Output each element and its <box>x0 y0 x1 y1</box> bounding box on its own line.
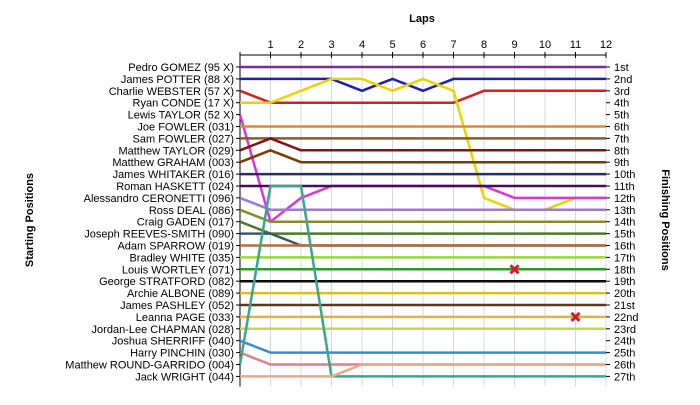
starting-position-label: Louis WORTLEY (071) <box>122 264 234 276</box>
finishing-position-label: 2nd <box>614 74 632 86</box>
starting-position-label: Ryan CONDE (17 X) <box>133 98 234 110</box>
starting-position-label: Matthew GRAHAM (003) <box>112 157 234 169</box>
starting-position-label: Lewis TAYLOR (52 X) <box>128 110 234 122</box>
starting-position-label: Matthew ROUND-GARRIDO (004) <box>65 360 234 372</box>
lap-tick-label: 10 <box>539 39 551 51</box>
lap-tick-label: 7 <box>450 39 456 51</box>
lap-tick-labels: 1 2 3 4 5 6 7 8 9 10 11 12 <box>267 39 612 51</box>
retire-markers <box>509 264 581 322</box>
starting-position-label: Roman HASKETT (024) <box>116 181 234 193</box>
lap-tick-label: 5 <box>389 39 395 51</box>
x-axis-title: Laps <box>409 13 435 25</box>
starting-position-label: Archie ALBONE (089) <box>127 288 234 300</box>
series-lines <box>238 65 606 378</box>
starting-position-label: Joseph REEVES-SMITH (090) <box>84 229 234 241</box>
starting-position-label: Jordan-Lee CHAPMAN (028) <box>92 324 234 336</box>
series-line <box>239 220 606 235</box>
starting-position-label: Bradley WHITE (035) <box>129 252 234 264</box>
starting-position-label: Sam FOWLER (027) <box>133 133 234 145</box>
retired-x-icon <box>509 264 520 275</box>
starting-position-label: James POTTER (88 X) <box>121 74 234 86</box>
starting-position-label: Matthew TAYLOR (029) <box>118 145 234 157</box>
lap-tick-label: 6 <box>420 39 426 51</box>
starting-position-label: James WHITAKER (016) <box>113 169 234 181</box>
finishing-position-label: 5th <box>614 110 629 122</box>
starting-position-label: Charlie WEBSTER (57 X) <box>109 86 234 98</box>
lap-tick-label: 4 <box>359 39 365 51</box>
finishing-position-label: 1st <box>614 62 629 74</box>
finishing-position-label: 26th <box>614 360 635 372</box>
lap-tick-label: 9 <box>511 39 517 51</box>
starting-position-label: Harry PINCHIN (030) <box>130 348 234 360</box>
finishing-position-label: 3rd <box>614 86 630 98</box>
starting-position-label: Craig GADEN (017) <box>137 217 234 229</box>
finishing-position-labels: 1st2nd3rd4th5th6th7th8th9th10th11th12th1… <box>606 62 638 383</box>
series-line <box>239 208 606 223</box>
finishing-position-label: 24th <box>614 336 635 348</box>
series-line <box>240 77 606 93</box>
finishing-position-label: 20th <box>614 288 635 300</box>
lap-tick-label: 12 <box>600 39 612 51</box>
finishing-position-label: 27th <box>614 371 635 383</box>
finishing-position-label: 16th <box>614 241 635 253</box>
lap-tick-label: 2 <box>298 39 304 51</box>
series-line <box>239 339 606 354</box>
retired-x-icon <box>570 311 581 322</box>
finishing-position-label: 22nd <box>614 312 638 324</box>
starting-position-label: Adam SPARROW (019) <box>117 241 234 253</box>
lap-tick-label: 1 <box>267 39 273 51</box>
finishing-position-label: 17th <box>614 252 635 264</box>
starting-position-label: James PASHLEY (052) <box>120 300 234 312</box>
starting-position-label: Joshua SHERRIFF (040) <box>112 336 234 348</box>
finishing-position-label: 10th <box>614 169 635 181</box>
finishing-position-label: 21st <box>614 300 635 312</box>
starting-position-label: George STRATFORD (082) <box>99 276 234 288</box>
starting-position-label: Joe FOWLER (031) <box>137 122 234 134</box>
finishing-position-label: 13th <box>614 205 635 217</box>
starting-position-label: Jack WRIGHT (044) <box>135 371 234 383</box>
series-line <box>238 184 606 378</box>
starting-position-label: Ross DEAL (086) <box>149 205 234 217</box>
finishing-position-label: 19th <box>614 276 635 288</box>
series-line <box>239 149 606 164</box>
finishing-position-label: 11th <box>614 181 635 193</box>
finishing-position-label: 8th <box>614 145 629 157</box>
finishing-position-label: 15th <box>614 229 635 241</box>
y-axis-title-right: Finishing Positions <box>659 169 671 270</box>
finishing-position-label: 7th <box>614 133 629 145</box>
finishing-position-label: 23rd <box>614 324 636 336</box>
series-line <box>239 137 606 152</box>
finishing-position-label: 18th <box>614 264 635 276</box>
lap-tick-label: 3 <box>328 39 334 51</box>
series-line <box>239 89 606 104</box>
series-line <box>239 196 606 212</box>
finishing-position-label: 9th <box>614 157 629 169</box>
finishing-position-label: 25th <box>614 348 635 360</box>
finishing-position-label: 6th <box>614 122 629 134</box>
series-line <box>240 363 606 378</box>
lap-tick-label: 11 <box>570 39 581 51</box>
starting-position-labels: Pedro GOMEZ (95 X)James POTTER (88 X)Cha… <box>65 62 240 383</box>
starting-position-label: Pedro GOMEZ (95 X) <box>128 62 234 74</box>
finishing-position-label: 14th <box>614 217 635 229</box>
finishing-position-label: 4th <box>614 98 629 110</box>
y-axis-title-left: Starting Positions <box>24 173 36 267</box>
finishing-position-label: 12th <box>614 193 635 205</box>
starting-position-label: Alessandro CERONETTI (096) <box>84 193 234 205</box>
lap-tick-label: 8 <box>481 39 487 51</box>
starting-position-label: Leanna PAGE (033) <box>136 312 234 324</box>
